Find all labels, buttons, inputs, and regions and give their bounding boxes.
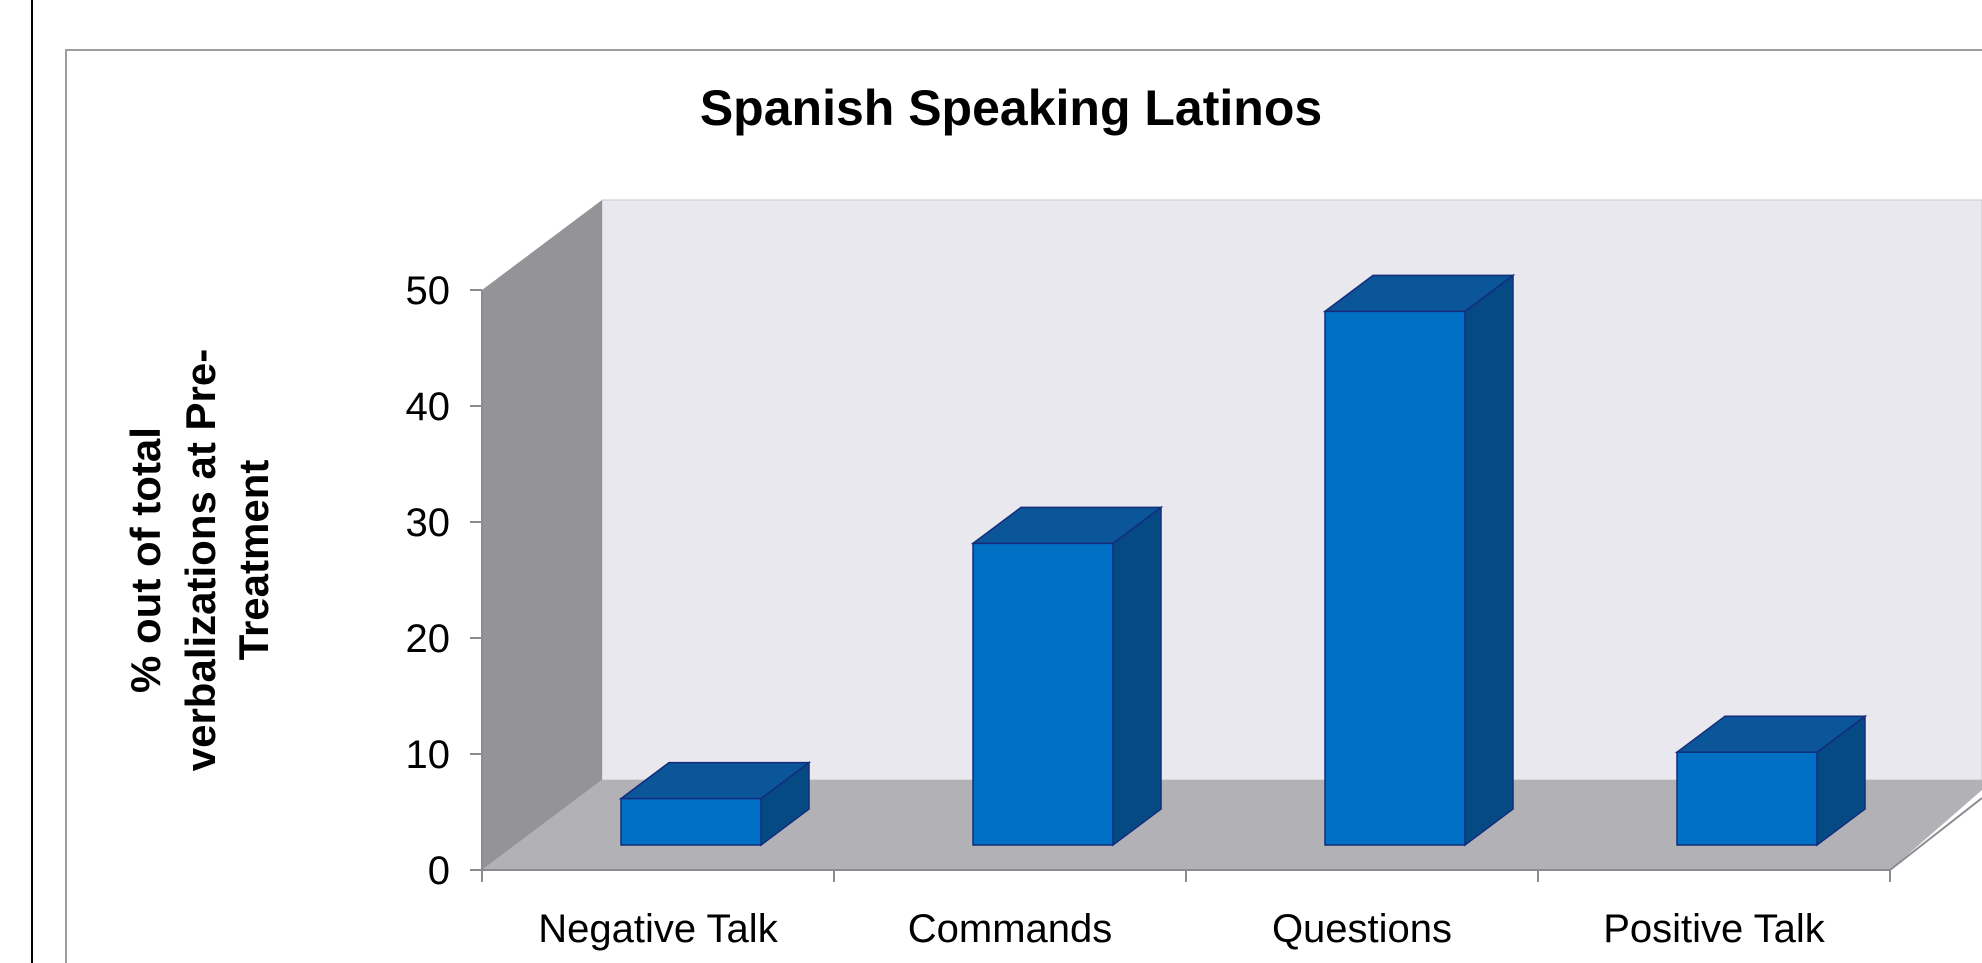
bar-front (1676, 751, 1818, 846)
chart-walls (31, 0, 1982, 963)
chart-title: Spanish Speaking Latinos (700, 80, 1322, 136)
y-tick-label: 10 (406, 733, 451, 777)
bar-side (1112, 505, 1162, 847)
y-axis-title-line: % out of total (122, 427, 169, 693)
y-tick-label: 20 (406, 617, 451, 661)
x-tick-label: Commands (908, 907, 1113, 951)
chart-bars (618, 273, 1868, 847)
bar-front (1324, 310, 1466, 846)
chart-area-border (65, 49, 1982, 963)
y-tick-label: 50 (406, 269, 451, 313)
y-axis-title-line: verbalizations at Pre- (177, 349, 224, 771)
chart-axes: 0 10 20 30 40 50 Negative Talk Commands Question… (406, 269, 1891, 951)
x-tick-label: Positive Talk (1603, 907, 1826, 951)
bar-front (620, 797, 762, 846)
y-tick-label: 0 (428, 849, 450, 893)
floor (482, 780, 1982, 870)
y-axis-title-line: Treatment (230, 460, 277, 661)
side-wall (482, 200, 602, 870)
bar (1674, 714, 1868, 847)
x-tick-label: Questions (1272, 907, 1452, 951)
bar (618, 761, 812, 847)
floor-edge (1889, 797, 1982, 871)
bar-side (1464, 273, 1514, 847)
y-tick-label: 40 (406, 385, 451, 429)
y-tick-label: 30 (406, 501, 451, 545)
bar (970, 505, 1164, 847)
y-axis-title: % out of total verbalizations at Pre- Trea… (122, 349, 277, 771)
x-tick-label: Negative Talk (538, 907, 778, 951)
bar (1322, 273, 1516, 847)
bar-front (972, 542, 1114, 846)
back-wall (601, 199, 1982, 781)
